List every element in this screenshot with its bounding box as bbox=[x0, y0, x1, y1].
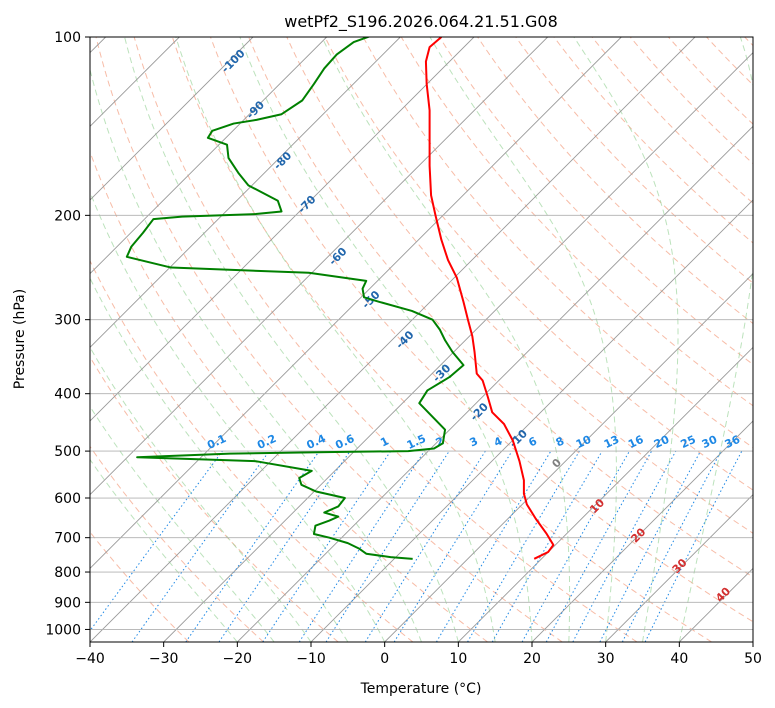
isotherm-line bbox=[458, 346, 753, 642]
dry-adiabat-line bbox=[171, 37, 712, 642]
dry-adiabat-line bbox=[133, 37, 638, 642]
y-axis-title: Pressure (hPa) bbox=[12, 289, 28, 389]
mixing-ratio-line bbox=[325, 450, 450, 642]
moist-adiabat-line bbox=[175, 37, 496, 642]
dry-adiabat-line bbox=[515, 37, 753, 284]
moist-adiabat-line bbox=[124, 37, 459, 642]
moist-adiabat-line bbox=[90, 67, 422, 642]
isotherm-line bbox=[90, 37, 696, 642]
plot-frame bbox=[89, 36, 754, 643]
x-tick-label: 50 bbox=[744, 651, 762, 667]
x-tick-label: 10 bbox=[449, 651, 467, 667]
isotherm-line bbox=[90, 37, 548, 496]
dry-adiabat-line bbox=[95, 37, 563, 642]
x-tick-label: 30 bbox=[597, 651, 615, 667]
mixing-ratio-label: 20 bbox=[652, 433, 672, 451]
mixing-ratio-line bbox=[435, 450, 552, 642]
x-tick-label: 20 bbox=[523, 651, 541, 667]
dry-adiabat-line bbox=[90, 259, 414, 642]
moist-adiabat-line bbox=[678, 37, 753, 642]
y-tick-label: 900 bbox=[54, 595, 81, 611]
moist-adiabat-line bbox=[90, 458, 238, 642]
dry-adiabat-line bbox=[591, 37, 753, 204]
mixing-ratio-line bbox=[572, 450, 677, 642]
mixing-ratio-line bbox=[467, 450, 580, 642]
mixing-ratio-line bbox=[491, 450, 603, 642]
moist-adiabat-line bbox=[90, 405, 275, 642]
dry-adiabat-line bbox=[629, 37, 753, 165]
y-tick-label: 400 bbox=[54, 387, 81, 403]
mixing-ratio-label: 30 bbox=[700, 433, 720, 451]
isotherm-line bbox=[90, 37, 254, 201]
dry-adiabat-line bbox=[90, 445, 264, 642]
moist-adiabat-line bbox=[321, 37, 571, 642]
isotherm-line bbox=[90, 37, 622, 569]
mixing-ratio-label: 16 bbox=[626, 433, 646, 451]
x-tick-label: −20 bbox=[223, 651, 253, 667]
x-tick-label: −30 bbox=[149, 651, 179, 667]
y-tick-label: 300 bbox=[54, 313, 81, 329]
isotherm-line bbox=[310, 199, 753, 642]
isotherm-line bbox=[531, 420, 753, 642]
mixing-ratio-line bbox=[545, 450, 653, 642]
dry-adiabat-line bbox=[210, 37, 753, 623]
mixing-ratio-line bbox=[90, 450, 223, 632]
x-axis-title: Temperature (°C) bbox=[360, 681, 482, 697]
mixing-ratio-line bbox=[364, 450, 486, 642]
moist-adiabat-line bbox=[239, 37, 533, 642]
background-lines bbox=[90, 37, 753, 642]
y-tick-label: 200 bbox=[54, 208, 81, 224]
dry-adiabat-line bbox=[400, 37, 753, 407]
x-tick-label: 40 bbox=[670, 651, 688, 667]
x-tick-label: −40 bbox=[75, 651, 105, 667]
profile-lines bbox=[125, 37, 555, 560]
x-tick-label: −10 bbox=[296, 651, 326, 667]
dewpoint-profile-line bbox=[125, 37, 465, 560]
y-tick-label: 500 bbox=[54, 444, 81, 460]
y-axis-ticks: 100 200 300 400 500 600 700 800 900 1000 bbox=[45, 30, 90, 638]
mixing-ratio-line bbox=[393, 450, 513, 642]
x-tick-label: 0 bbox=[380, 651, 389, 667]
moist-adiabat-line bbox=[429, 37, 617, 642]
mixing-ratio-label: 25 bbox=[678, 433, 697, 451]
isotherm-line bbox=[90, 37, 401, 348]
chart-title: wetPf2_S196.2026.064.21.51.G08 bbox=[284, 12, 558, 32]
mixing-ratio-line bbox=[131, 450, 270, 642]
dry-adiabat-line bbox=[324, 37, 753, 491]
isotherm-line bbox=[90, 37, 327, 275]
isotherm-line bbox=[384, 273, 753, 642]
isotherm-line bbox=[163, 52, 753, 642]
mixing-ratio-line bbox=[521, 450, 630, 642]
isotherm-line bbox=[605, 494, 753, 642]
mixing-ratio-label: 10 bbox=[574, 433, 594, 451]
y-tick-label: 1000 bbox=[45, 622, 81, 638]
y-tick-label: 600 bbox=[54, 491, 81, 507]
moist-adiabat-line bbox=[573, 37, 679, 642]
isotherm-line bbox=[90, 37, 475, 422]
temperature-profile-line bbox=[424, 37, 555, 560]
dry-adiabat-line bbox=[248, 37, 753, 578]
mixing-ratio-label: 36 bbox=[723, 433, 743, 451]
mixing-ratio-line bbox=[218, 450, 351, 642]
dry-adiabat-line bbox=[477, 37, 753, 325]
y-tick-label: 100 bbox=[54, 30, 81, 46]
y-tick-label: 800 bbox=[54, 565, 81, 581]
mixing-ratio-line bbox=[185, 450, 320, 642]
mixing-ratio-label: 13 bbox=[602, 433, 621, 451]
y-tick-label: 700 bbox=[54, 531, 81, 547]
x-axis-ticks: −40 −30 −20 −10 0 10 20 30 40 50 bbox=[75, 642, 762, 667]
